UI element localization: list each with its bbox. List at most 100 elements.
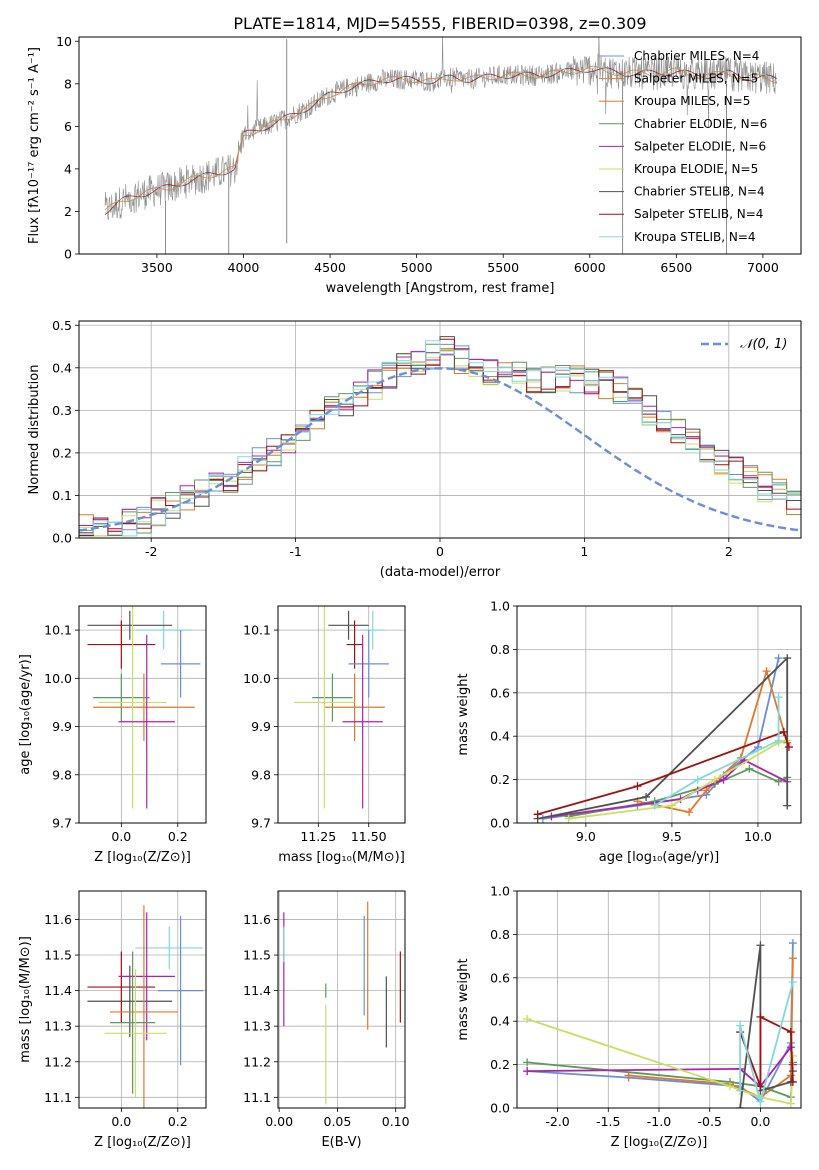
- y-tick-label: 0.8: [490, 927, 510, 942]
- age-vs-z-panel: 0.0 0.2 9.7 9.8 9.9 10.0 10.1 Z [log₁₀(Z/Z⊙)] ag…: [18, 605, 207, 865]
- y-axis-title: age [log₁₀(age/yr)]: [18, 654, 33, 775]
- y-tick-label: 9.8: [52, 767, 72, 782]
- weight-marker-darkgray: [642, 792, 651, 801]
- axes-frame: [78, 320, 802, 539]
- axes-frame: [277, 605, 406, 824]
- plot-area: [533, 654, 793, 823]
- y-tick-label: 0.2: [52, 445, 72, 460]
- y-tick-label: 11.6: [243, 912, 271, 927]
- weight-marker-cyan: [788, 978, 797, 987]
- x-tick-label: 9.5: [662, 829, 682, 844]
- x-tick-label: 0.2: [168, 1114, 188, 1129]
- x-tick-label: -2.0: [545, 1114, 569, 1129]
- legend-label-5: Kroupa ELODIE, N=5: [634, 162, 758, 176]
- x-tick-label: 6000: [574, 260, 606, 275]
- weight-marker-red: [756, 1012, 765, 1021]
- x-axis-title: Z [log₁₀(Z/Z⊙)]: [94, 850, 191, 865]
- x-tick-label: -1.0: [647, 1114, 671, 1129]
- plot-area: [523, 939, 797, 1108]
- weight-line-cyan: [654, 697, 780, 807]
- y-axis-title: mass [log₁₀(M/M⊙)]: [18, 936, 33, 1063]
- weight-marker-red: [533, 810, 542, 819]
- x-tick-label: 4000: [228, 260, 260, 275]
- legend-label-3: Chabrier ELODIE, N=6: [634, 117, 767, 131]
- y-tick-label: 1.0: [490, 599, 510, 614]
- mass-vs-z-panel: 0.0 0.2 11.1 11.2 11.3 11.4 11.5 11.6 Z [log₁₀(Z…: [18, 890, 207, 1150]
- weight-marker-darkgray: [783, 801, 792, 810]
- model-spectrum-line-cyan: [104, 66, 777, 214]
- y-tick-label: 0.6: [490, 685, 510, 700]
- y-tick-label: 9.9: [251, 719, 271, 734]
- y-tick-label: 11.1: [44, 1090, 72, 1105]
- x-axis-title: Z [log₁₀(Z/Z⊙)]: [94, 1135, 191, 1150]
- y-tick-label: 0.0: [490, 816, 510, 831]
- axes-frame: [277, 890, 406, 1109]
- weight-marker-blue: [774, 654, 783, 663]
- x-axis-title: wavelength [Angstrom, rest frame]: [326, 281, 555, 296]
- weight-marker-red: [756, 1082, 765, 1091]
- x-axis-title: (data-model)/error: [380, 565, 501, 580]
- y-axis-title: mass weight: [456, 958, 471, 1040]
- mass-vs-ebv-panel: 0.00 0.05 0.10 11.1 11.2 11.3 11.4 11.5 11.6 E(B-…: [243, 890, 410, 1150]
- gaussian-curve: [79, 367, 801, 532]
- y-tick-label: 0.4: [490, 1014, 510, 1029]
- y-tick-label: 11.4: [44, 983, 72, 998]
- y-tick-label: 0.4: [52, 360, 72, 375]
- weight-marker-yellowgreen: [667, 801, 676, 810]
- axes-frame: [78, 36, 802, 255]
- y-tick-label: 11.2: [243, 1054, 271, 1069]
- legend-label-6: Chabrier STELIB, N=4: [634, 185, 765, 199]
- y-tick-label: 11.5: [243, 948, 271, 963]
- axes-frame: [78, 890, 207, 1109]
- weight-marker-cyan: [693, 775, 702, 784]
- weight-marker-darkgray: [736, 1104, 745, 1108]
- weight-marker-cyan: [736, 1086, 745, 1095]
- y-tick-label: 11.5: [44, 948, 72, 963]
- y-tick-label: 0.5: [52, 318, 72, 333]
- legend-label-4: Salpeter ELODIE, N=6: [634, 139, 766, 153]
- y-axis-title: Flux [fλ10⁻¹⁷ erg cm⁻² s⁻¹ A⁻¹]: [27, 47, 42, 244]
- weight-marker-yellowgreen: [564, 814, 573, 823]
- x-tick-label: 11.50: [351, 829, 387, 844]
- axes-frame: [78, 605, 207, 824]
- x-tick-label: -1.5: [596, 1114, 620, 1129]
- y-tick-label: 0.2: [490, 772, 510, 787]
- y-tick-label: 10.1: [44, 623, 72, 638]
- y-tick-label: 9.8: [251, 767, 271, 782]
- weight-marker-red: [788, 1077, 797, 1086]
- x-axis-title: Z [log₁₀(Z/Z⊙)]: [611, 1135, 708, 1150]
- x-axis-title: age [log₁₀(age/yr)]: [599, 850, 720, 865]
- residual-histogram-cyan: [79, 340, 801, 537]
- y-tick-label: 4: [64, 161, 72, 176]
- weight-marker-darkgray: [756, 941, 765, 950]
- axes-frame: [516, 890, 802, 1109]
- y-axis-title: mass weight: [456, 673, 471, 755]
- x-tick-label: 0.10: [382, 1114, 410, 1129]
- weight-marker-yellowgreen: [786, 1099, 795, 1108]
- x-tick-label: -2: [145, 544, 157, 559]
- x-tick-label: 3500: [141, 260, 173, 275]
- y-tick-label: 0: [64, 247, 72, 262]
- weight-marker-green: [745, 764, 754, 773]
- x-tick-label: 11.25: [300, 829, 336, 844]
- weight-marker-cyan: [650, 801, 659, 810]
- spectrum-panel: 3500 4000 4500 5000 5500 6000 6500 7000 0 2 4 6 8 10 w…: [27, 34, 802, 296]
- figure-title: PLATE=1814, MJD=54555, FIBERID=0398, z=0…: [233, 14, 646, 33]
- weight-line-cyan: [739, 981, 794, 1105]
- x-tick-label: -0.5: [698, 1114, 722, 1129]
- y-tick-label: 10.1: [243, 623, 271, 638]
- plot-area: [283, 901, 401, 1105]
- y-tick-label: 11.3: [44, 1019, 72, 1034]
- y-tick-label: 10.0: [243, 671, 271, 686]
- weight-vs-age-panel: 9.0 9.5 10.0 0.0 0.2 0.4 0.6 0.8 1.0 age [log₁₀(a…: [456, 599, 802, 865]
- y-tick-label: 10.0: [44, 671, 72, 686]
- weight-line-orange: [637, 667, 789, 814]
- y-tick-label: 0.8: [490, 642, 510, 657]
- x-tick-label: 0.2: [168, 829, 188, 844]
- weight-marker-cyan: [774, 693, 783, 702]
- x-tick-label: 7000: [747, 260, 779, 275]
- legend-label-gaussian: 𝒩(0, 1): [740, 337, 787, 352]
- x-tick-label: 1: [580, 544, 588, 559]
- x-tick-label: 0: [436, 544, 444, 559]
- x-tick-label: 0.0: [750, 1114, 770, 1129]
